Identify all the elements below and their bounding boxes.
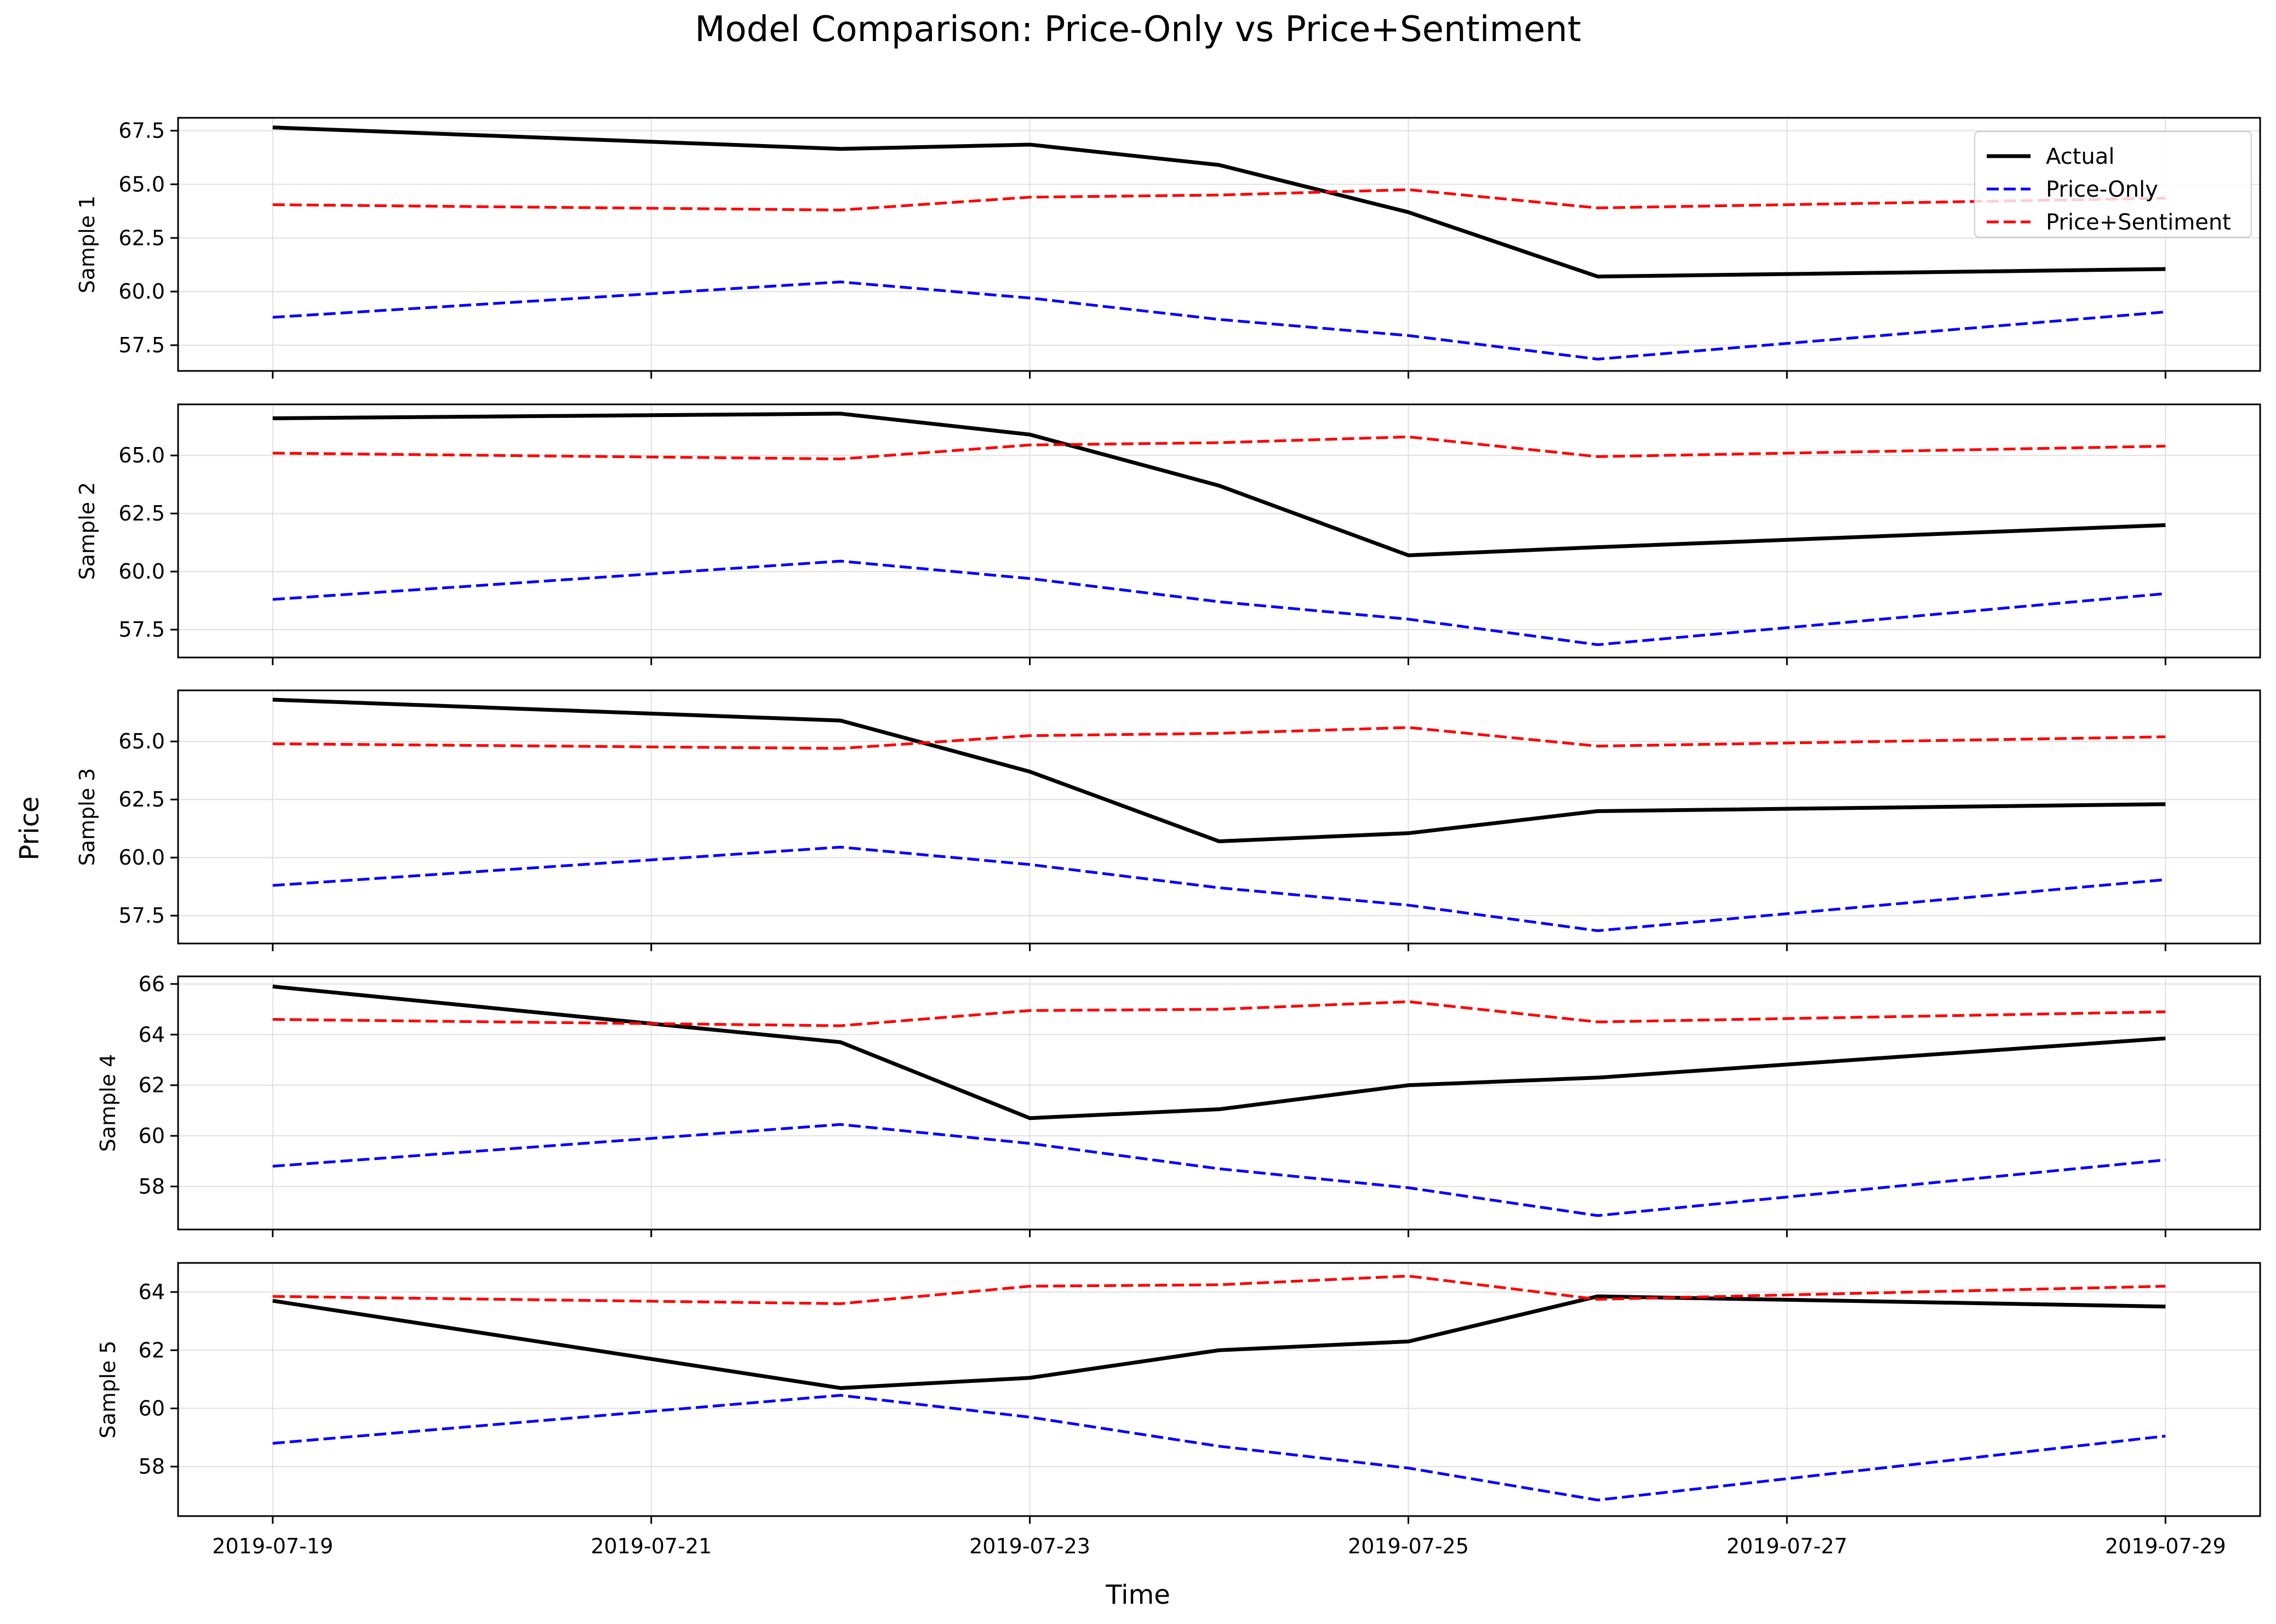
y-tick-label: 57.5 (118, 617, 165, 642)
x-tick-label: 2019-07-21 (591, 1534, 712, 1558)
panel-1: 57.5 60.0 62.5 65.0 67.5 Sample 1 Actual Price-… (75, 117, 2261, 379)
axes-frame (177, 689, 2261, 945)
series-price-only (272, 281, 2166, 361)
y-tick-label: 62.5 (118, 501, 165, 525)
y-tick-label: 60 (139, 1124, 165, 1148)
y-axis-label: Price (14, 796, 45, 860)
series-price-only (272, 1394, 2166, 1502)
panel-ylabel: Sample 3 (75, 768, 99, 866)
series-price-only (272, 559, 2166, 647)
legend-label: Price-Only (2046, 177, 2158, 202)
panel-ylabel: Sample 2 (75, 482, 99, 580)
y-tick-label: 57.5 (118, 904, 165, 928)
legend-label: Price+Sentiment (2046, 210, 2231, 235)
y-tick-label: 58 (139, 1455, 165, 1479)
y-tick-label: 64 (139, 1280, 165, 1304)
panel-3: 57.5 60.0 62.5 65.0 Sample 3 (75, 689, 2261, 951)
series-price-only (272, 845, 2166, 933)
panels-group: 57.5 60.0 62.5 65.0 67.5 Sample 1 Actual Price-… (75, 117, 2261, 1558)
x-tick-label: 2019-07-27 (1726, 1534, 1848, 1558)
legend-label: Actual (2046, 144, 2114, 169)
series-price-sentiment (272, 1000, 2166, 1027)
y-tick-label: 62.5 (118, 226, 165, 250)
series-actual (272, 984, 2166, 1120)
y-tick-label: 58 (139, 1174, 165, 1198)
axes-frame (177, 403, 2261, 659)
series-price-sentiment (272, 1274, 2166, 1305)
chart-title: Model Comparison: Price-Only vs Price+Se… (695, 9, 1581, 50)
axes-frame (177, 975, 2261, 1231)
y-tick-label: 66 (139, 972, 165, 996)
y-tick-label: 62 (139, 1338, 165, 1362)
y-tick-label: 65.0 (118, 729, 165, 753)
y-tick-label: 65.0 (118, 443, 165, 467)
legend-box (1974, 131, 2252, 238)
x-tick-label: 2019-07-19 (212, 1534, 333, 1558)
panel-2: 57.5 60.0 62.5 65.0 Sample 2 (75, 403, 2261, 665)
panel-5: 58 60 62 64 2019-07-19 2019-07-21 2019-07-23 20… (96, 1262, 2261, 1558)
y-tick-label: 60.0 (118, 559, 165, 584)
y-tick-label: 65.0 (118, 172, 165, 196)
panel-ylabel: Sample 1 (75, 196, 99, 294)
x-axis-label: Time (1105, 1580, 1170, 1610)
axes-frame (177, 117, 2261, 372)
legend: Actual Price-Only Price+Sentiment (1974, 131, 2252, 238)
series-actual (272, 1294, 2166, 1390)
series-actual (272, 411, 2166, 558)
y-tick-label: 67.5 (118, 118, 165, 142)
series-actual (272, 697, 2166, 844)
x-tick-label: 2019-07-25 (1348, 1534, 1469, 1558)
series-price-sentiment (272, 726, 2166, 750)
y-tick-label: 57.5 (118, 333, 165, 357)
panel-4: 58 60 62 64 66 Sample 4 (96, 972, 2261, 1237)
series-actual (272, 125, 2166, 279)
series-price-only (272, 1123, 2166, 1217)
y-tick-label: 62.5 (118, 787, 165, 811)
y-tick-label: 60.0 (118, 845, 165, 870)
x-tick-label: 2019-07-23 (969, 1534, 1090, 1558)
panel-ylabel: Sample 5 (96, 1341, 120, 1439)
series-price-sentiment (272, 188, 2166, 211)
y-tick-label: 60.0 (118, 279, 165, 304)
y-tick-label: 64 (139, 1022, 165, 1047)
series-price-sentiment (272, 435, 2166, 461)
y-tick-label: 62 (139, 1073, 165, 1097)
y-tick-label: 60 (139, 1397, 165, 1421)
x-tick-label: 2019-07-29 (2105, 1534, 2226, 1558)
panel-ylabel: Sample 4 (96, 1054, 120, 1152)
axes-frame (177, 1262, 2261, 1517)
